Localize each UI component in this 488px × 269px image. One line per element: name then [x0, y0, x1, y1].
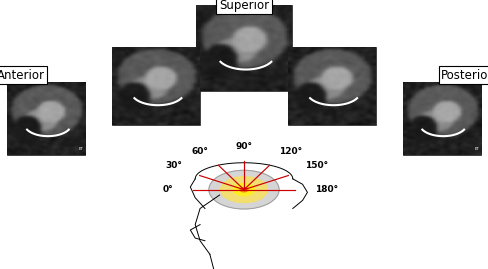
Text: 60°: 60°	[192, 147, 209, 156]
Circle shape	[221, 177, 267, 203]
Text: ET: ET	[79, 147, 84, 151]
Circle shape	[240, 187, 248, 192]
FancyBboxPatch shape	[7, 82, 85, 155]
Circle shape	[233, 184, 255, 196]
Text: Posterior: Posterior	[441, 69, 488, 82]
Text: 150°: 150°	[305, 161, 328, 170]
Text: 90°: 90°	[236, 142, 252, 151]
FancyBboxPatch shape	[112, 47, 200, 125]
Text: 180°: 180°	[315, 185, 338, 194]
FancyBboxPatch shape	[403, 82, 481, 155]
FancyBboxPatch shape	[288, 47, 376, 125]
Text: ET: ET	[194, 118, 199, 122]
Circle shape	[209, 170, 279, 209]
FancyBboxPatch shape	[196, 5, 292, 91]
Text: 0°: 0°	[163, 185, 173, 194]
Text: ET: ET	[474, 147, 479, 151]
Text: Superior: Superior	[219, 0, 269, 12]
Text: 30°: 30°	[166, 161, 183, 170]
Text: Anterior: Anterior	[0, 69, 44, 82]
Text: ET: ET	[285, 84, 290, 88]
Text: ET: ET	[369, 118, 374, 122]
Text: 120°: 120°	[279, 147, 303, 156]
